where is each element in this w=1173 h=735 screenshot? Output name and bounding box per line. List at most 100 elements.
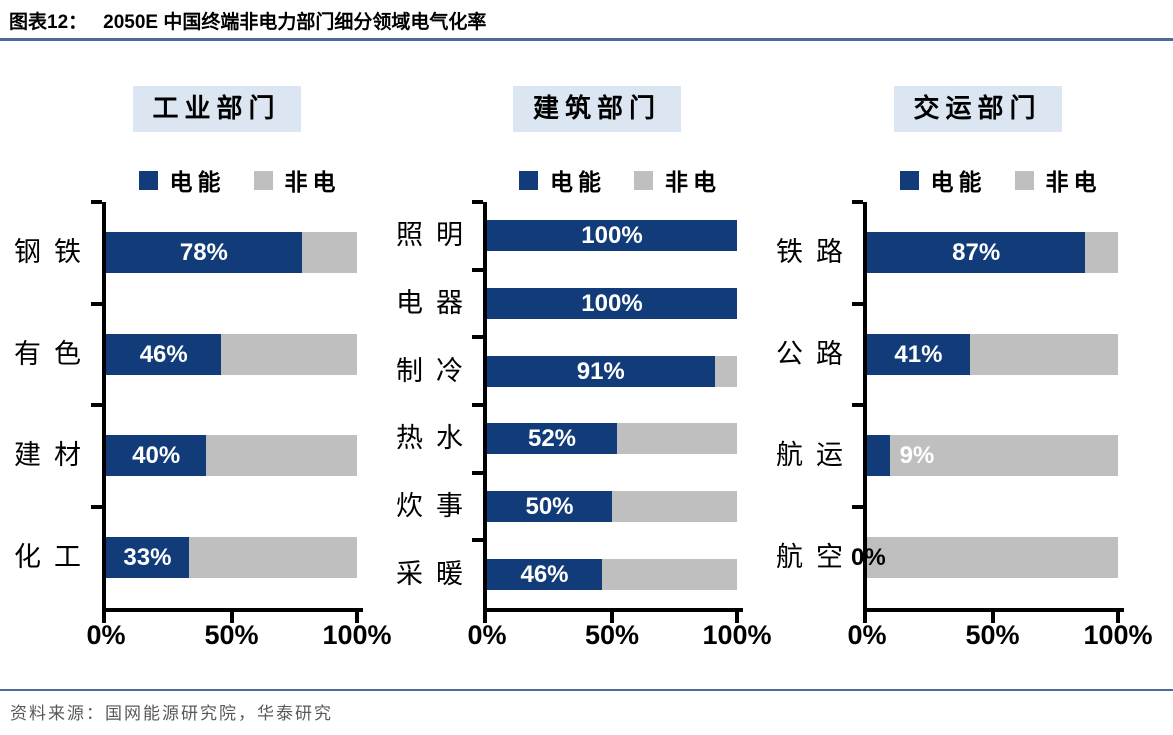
section-header-1: 工业部门 [132, 86, 301, 132]
bar-segment-electric [487, 220, 737, 252]
bar-value-label: 46% [139, 340, 188, 368]
x-axis-tick [990, 612, 995, 623]
category-label: 热水 [396, 423, 476, 454]
top-divider [0, 38, 1173, 41]
y-axis [863, 202, 867, 612]
y-axis-tick [852, 403, 863, 407]
bar-segment-nonelectric [206, 435, 357, 477]
bar-row: 33% [106, 536, 357, 578]
bar-segment-electric [867, 232, 1086, 274]
category-label: 照明 [396, 220, 476, 251]
bar-row: 100% [487, 220, 737, 252]
y-axis [483, 202, 487, 612]
category-label: 有色 [14, 338, 94, 369]
bar-segment-nonelectric [602, 558, 737, 590]
legend-label-electric: 电能 [169, 170, 226, 195]
y-axis-tick [91, 504, 102, 509]
bar-row: 46% [487, 558, 737, 590]
bar-row: 52% [487, 423, 737, 455]
bar-segment-nonelectric [301, 232, 357, 274]
plot-area-2: 0% 50% 100% 100% 100% 91% 52% 50% 46% [467, 200, 772, 650]
x-axis-label: 0% [467, 620, 507, 650]
y-axis-tick [91, 403, 102, 407]
y-axis-tick [852, 301, 863, 306]
bar-row: 40% [106, 435, 357, 477]
category-label: 化工 [14, 541, 94, 572]
category-label: 制冷 [396, 355, 476, 386]
plot-area-1: 0% 50% 100% 78% 46% 40% 33% [86, 200, 392, 650]
bar-row: 87% [867, 232, 1118, 274]
figure-title: 图表12： 2050E 中国终端非电力部门细分领域电气化率 [9, 7, 486, 34]
bar-segment-electric [487, 288, 737, 319]
x-axis-label: 50% [584, 620, 640, 650]
y-axis-tick [472, 538, 483, 543]
x-axis [483, 608, 743, 612]
bar-value-label: 100% [581, 290, 643, 317]
x-axis-label: 100% [322, 620, 392, 650]
x-axis-tick [483, 612, 487, 623]
x-axis [863, 608, 1124, 612]
x-axis-label: 0% [847, 620, 887, 650]
category-label: 航空 [776, 541, 856, 572]
x-axis-tick [610, 612, 614, 623]
legend-label-electric: 电能 [550, 170, 606, 195]
y-axis [102, 202, 106, 612]
bar-row: 46% [106, 333, 357, 375]
category-label: 钢铁 [14, 237, 94, 268]
legend-swatch-electric [519, 170, 538, 190]
legend-label-nonelectric: 非电 [665, 170, 721, 195]
category-label: 建材 [14, 440, 94, 471]
y-axis-tick [472, 403, 483, 407]
bar-value-label: 9% [899, 442, 935, 470]
x-axis-tick [102, 612, 106, 623]
x-axis [102, 608, 363, 612]
legend-swatch-nonelectric [253, 170, 273, 190]
bar-segment-electric [106, 333, 222, 375]
bar-row: 41% [867, 333, 1118, 375]
y-axis-tick [472, 470, 483, 475]
bar-segment-electric [487, 491, 612, 522]
bar-row: 91% [487, 355, 737, 387]
bar-value-label: 40% [132, 442, 181, 470]
x-axis-label: 50% [965, 620, 1020, 650]
y-axis-tick [852, 200, 863, 204]
bar-segment-nonelectric [889, 435, 1118, 477]
bar-segment-electric [487, 423, 617, 455]
x-axis-label: 50% [204, 620, 259, 650]
section-header-2: 建筑部门 [512, 86, 682, 132]
bar-value-label: 100% [581, 222, 643, 250]
bar-value-label: 41% [894, 340, 943, 368]
y-axis-tick [91, 200, 102, 204]
bar-segment-electric [106, 536, 189, 578]
x-axis-tick [863, 612, 867, 623]
bar-segment-nonelectric [867, 536, 1118, 578]
figure-caption: 2050E 中国终端非电力部门细分领域电气化率 [103, 12, 487, 33]
bar-segment-electric [487, 558, 602, 590]
bar-value-label: 0% [851, 543, 886, 571]
figure-number: 图表12： [9, 12, 88, 33]
bar-segment-nonelectric [714, 355, 737, 387]
bar-segment-electric [867, 435, 890, 477]
bottom-divider [0, 689, 1173, 691]
x-axis-label: 100% [702, 620, 772, 650]
legend-swatch-electric [138, 170, 158, 190]
x-axis-label: 0% [86, 620, 126, 650]
y-axis-tick [91, 301, 102, 306]
section-header-3: 交运部门 [893, 86, 1062, 132]
bar-segment-nonelectric [969, 333, 1118, 375]
bar-segment-electric [867, 333, 970, 375]
bar-row: 0% [851, 536, 1118, 578]
y-axis-tick [472, 335, 483, 340]
source-note: 资料来源：国网能源研究院，华泰研究 [10, 704, 333, 723]
legend-3: 电能 非电 [899, 163, 1102, 197]
y-axis-tick [472, 200, 483, 204]
bar-value-label: 91% [576, 357, 625, 385]
bar-segment-nonelectric [1085, 232, 1118, 274]
category-label: 航运 [776, 440, 856, 471]
bar-value-label: 52% [527, 425, 577, 453]
x-axis-label: 100% [1083, 620, 1153, 650]
bar-row: 50% [487, 491, 737, 522]
legend-swatch-nonelectric [634, 170, 653, 190]
